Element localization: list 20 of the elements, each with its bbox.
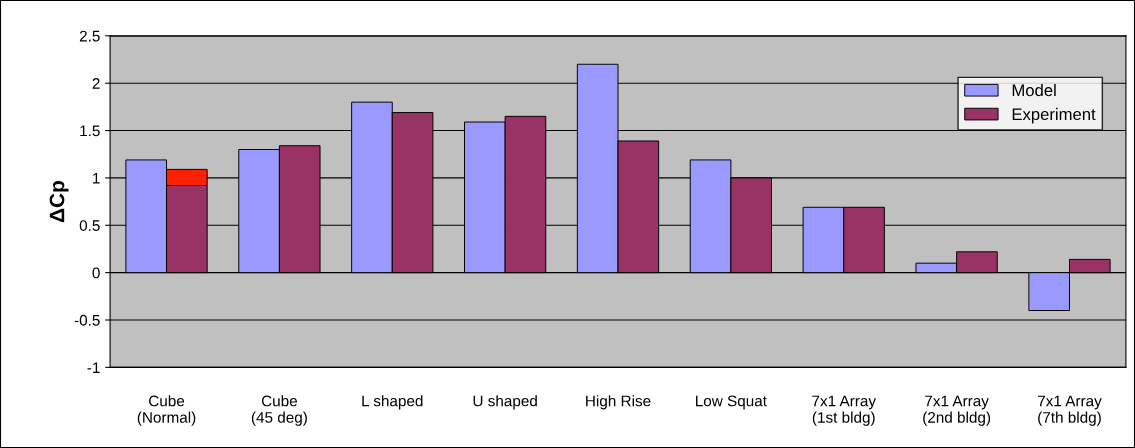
y-axis-title: ΔCp (49, 181, 69, 223)
legend-label: Experiment (1012, 107, 1096, 124)
y-tick-label: 1 (93, 172, 100, 184)
y-tick-label: 2 (92, 78, 100, 89)
x-tick-label: 7x1 Array (1st bldg) (812, 395, 876, 426)
x-tick-label: L shaped (362, 395, 423, 410)
legend-label: Model (1012, 83, 1056, 97)
x-tick-label: High Rise (586, 395, 651, 410)
y-tick-label: 1.5 (80, 125, 100, 137)
x-tick-label: Cube (Normal) (137, 395, 196, 426)
x-tick-label: 7x1 Array (2nd bldg) (923, 395, 991, 426)
x-tick-label: Low Squat (696, 395, 767, 410)
y-tick-label: -1 (87, 362, 100, 373)
y-tick-label: 0.5 (79, 220, 100, 231)
y-tick-label: 0 (92, 267, 100, 279)
x-tick-label: U shaped (473, 395, 537, 410)
x-tick-label: 7x1 Array (7th bldg) (1038, 395, 1102, 426)
y-tick-label: -0.5 (74, 314, 100, 326)
y-tick-label: 2.5 (79, 30, 100, 42)
x-tick-label: Cube (45 deg) (251, 395, 307, 426)
